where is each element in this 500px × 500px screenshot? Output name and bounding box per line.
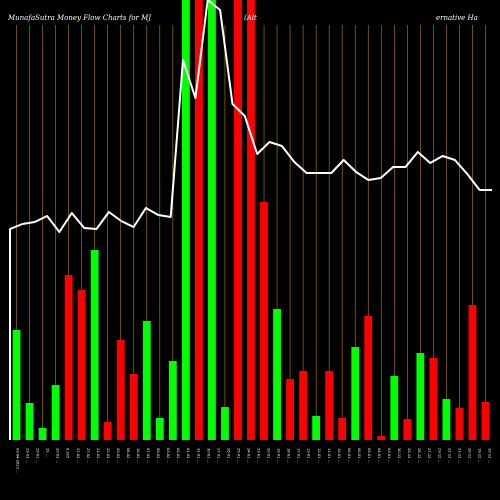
x-tick-label: 05-01 ... [367, 448, 371, 463]
x-tick-label: 20-02 ... [116, 448, 120, 463]
x-tick-label: 24-01 ... [246, 448, 250, 463]
x-tick-label: 03-02 ... [166, 448, 170, 463]
x-tick-label: 06-02 ... [156, 448, 160, 463]
x-tick-label: 0.925 [66, 448, 70, 458]
bar [455, 408, 464, 440]
bar [221, 407, 229, 440]
title-part-3: ernative Ha [436, 14, 478, 22]
bar [194, 0, 203, 440]
bar [247, 0, 255, 440]
bar [325, 371, 334, 440]
x-tick-label: 19-01 ... [277, 448, 281, 463]
bar [286, 379, 294, 440]
x-tick-label: 20-01 ... [267, 448, 271, 463]
chart-title: MunafaSutra Money Flow Charts for MJ (Al… [7, 14, 478, 22]
bar [12, 330, 21, 440]
x-tick-label: 29-01 ... [36, 448, 40, 463]
bar [338, 418, 347, 440]
x-tick-label: 31-01 ... [196, 448, 200, 463]
x-tick-label: 17-01 ... [297, 448, 301, 463]
x-tick-label: 10-02 ... [136, 448, 140, 463]
x-tick-label: 25-01 ... [236, 448, 240, 463]
bar [429, 358, 438, 440]
x-tick-label: 27-12 ... [427, 448, 431, 463]
x-tick-label: 28-12 ... [417, 448, 421, 463]
bar [64, 275, 73, 440]
bar [442, 399, 451, 440]
x-tick-label: 11-01 ... [327, 448, 331, 463]
x-tick-label: 22-12 ... [447, 448, 451, 463]
x-tick-label: 23-01 ... [257, 448, 261, 463]
bar [481, 402, 490, 440]
x-tick-label: 04-01 ... [377, 448, 381, 463]
bar [129, 374, 138, 440]
x-tick-labels: 03-04-2023 ... 23-03 ... 29-01 ... 29 ... 20… [16, 448, 492, 473]
x-tick-label: 23-12 ... [437, 448, 441, 463]
x-tick-label: 21-02 ... [96, 448, 100, 463]
x-tick-label: 12-01 ... [317, 448, 321, 463]
bar [51, 385, 60, 440]
x-tick-label: 29-12 ... [407, 448, 411, 463]
x-tick-label: 27-01 ... [216, 448, 220, 463]
x-tick-label: 27-02 ... [86, 448, 90, 463]
bar [312, 416, 321, 440]
bar [116, 340, 125, 440]
x-tick-label: 03-04-2023 ... [16, 448, 20, 473]
bar [364, 316, 373, 440]
bar [351, 347, 360, 440]
line-series [9, 0, 492, 440]
bar [25, 403, 34, 440]
x-tick-label: 02-02 ... [176, 448, 180, 463]
bar [38, 428, 47, 440]
x-tick-label: 01-02 ... [186, 448, 190, 463]
x-tick-label: 29 ... [46, 448, 50, 457]
x-tick-label: 20-03 ... [56, 448, 60, 463]
x-tick-label: 08-02 ... [126, 448, 130, 463]
x-tick-label: 19-12 ... [477, 448, 481, 463]
bar [468, 305, 477, 440]
bar [208, 0, 216, 440]
x-tick-label: 30-01 ... [206, 448, 210, 463]
bar [77, 290, 86, 440]
x-tick-label: 27-02 ... [76, 448, 80, 463]
x-tick-label: 22-02 ... [106, 448, 110, 463]
x-tick-label: 06-01 ... [357, 448, 361, 463]
x-tick-label: 07-02 ... [146, 448, 150, 463]
bar [403, 419, 412, 440]
x-tick-label: 26-01 ... [226, 448, 230, 463]
bar [142, 321, 151, 440]
x-tick-label: 03-01 ... [387, 448, 391, 463]
bar [234, 0, 242, 440]
bar-series [12, 0, 490, 440]
bar [377, 436, 386, 440]
bar [155, 418, 164, 440]
bar [273, 309, 281, 440]
bar [90, 250, 99, 440]
bar [181, 0, 190, 440]
title-part-1: MunafaSutra Money Flow Charts for MJ [7, 14, 152, 22]
bar [260, 202, 268, 440]
x-tick-label: 18-01 ... [287, 448, 291, 463]
bar [299, 371, 308, 440]
x-tick-label: 16-12 ... [487, 448, 491, 463]
x-tick-label: 30-12 ... [397, 448, 401, 463]
bar [103, 422, 112, 440]
money-flow-line [9, 0, 492, 440]
x-tick-label: 10-01 ... [337, 448, 341, 463]
bar [168, 361, 177, 440]
bar [416, 353, 425, 440]
x-tick-label: 23-03 ... [26, 448, 30, 463]
x-tick-label: 09-01 ... [347, 448, 351, 463]
x-tick-label: 13-01 ... [307, 448, 311, 463]
bar [390, 376, 399, 440]
title-part-2: (Alt [244, 14, 257, 22]
x-tick-label: 20-12 ... [467, 448, 471, 463]
x-tick-label: 21-12 ... [457, 448, 461, 463]
